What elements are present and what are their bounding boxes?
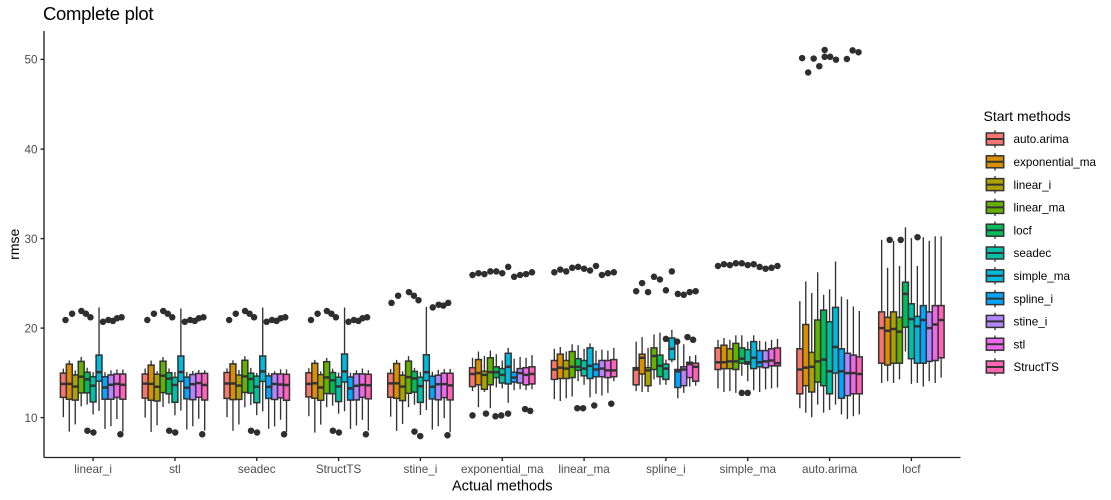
svg-text:linear_ma: linear_ma xyxy=(1014,202,1066,215)
svg-text:Start methods: Start methods xyxy=(984,108,1071,124)
svg-text:StructTS: StructTS xyxy=(316,463,362,476)
svg-text:30: 30 xyxy=(24,233,38,246)
svg-text:auto.arima: auto.arima xyxy=(1014,133,1070,146)
svg-text:stl: stl xyxy=(169,463,181,476)
svg-text:linear_i: linear_i xyxy=(74,463,112,476)
svg-text:locf: locf xyxy=(1014,224,1033,237)
svg-text:locf: locf xyxy=(902,463,921,476)
svg-text:linear_ma: linear_ma xyxy=(558,463,610,476)
svg-text:20: 20 xyxy=(24,322,38,335)
svg-text:stl: stl xyxy=(1014,338,1026,351)
svg-text:40: 40 xyxy=(24,143,38,156)
svg-text:rmse: rmse xyxy=(6,228,22,259)
svg-text:linear_i: linear_i xyxy=(1014,179,1052,192)
svg-text:spline_i: spline_i xyxy=(1014,293,1054,306)
svg-text:50: 50 xyxy=(24,54,38,67)
svg-text:exponential_ma: exponential_ma xyxy=(1014,156,1097,169)
svg-text:Actual methods: Actual methods xyxy=(452,479,553,495)
svg-text:auto.arima: auto.arima xyxy=(802,463,858,476)
svg-text:stine_i: stine_i xyxy=(1014,316,1048,329)
svg-text:Complete plot: Complete plot xyxy=(43,3,153,24)
svg-text:exponential_ma: exponential_ma xyxy=(461,463,544,476)
svg-text:simple_ma: simple_ma xyxy=(719,463,776,476)
svg-text:spline_i: spline_i xyxy=(646,463,686,476)
svg-text:seadec: seadec xyxy=(1014,247,1052,260)
svg-text:simple_ma: simple_ma xyxy=(1014,270,1071,283)
svg-text:10: 10 xyxy=(24,412,38,425)
svg-text:StructTS: StructTS xyxy=(1014,361,1060,374)
svg-text:stine_i: stine_i xyxy=(404,463,438,476)
svg-text:seadec: seadec xyxy=(238,463,276,476)
